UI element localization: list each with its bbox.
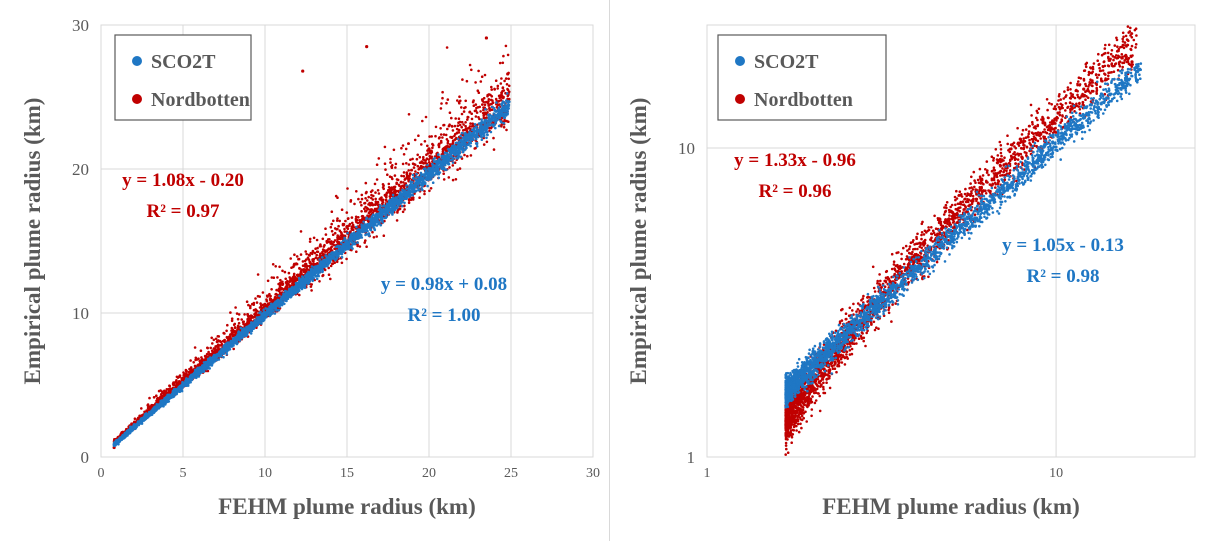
legend-label-sco2t: SCO2T (151, 51, 216, 73)
legend-marker-sco2t (735, 56, 745, 66)
data-point-sco2t (345, 242, 349, 246)
data-point-nordbotten (345, 225, 349, 229)
trendline-equation: y = 1.05x - 0.13 (1002, 235, 1124, 256)
data-point-nordbotten (785, 420, 790, 424)
legend-marker-sco2t (132, 56, 142, 66)
data-point-sco2t (785, 392, 790, 396)
y-tick-label: 30 (72, 16, 89, 35)
data-point-nordbotten (365, 45, 369, 49)
legend-marker-nordbotten (735, 94, 745, 104)
data-point-sco2t (1020, 171, 1024, 175)
data-point-sco2t (810, 365, 814, 369)
panel-divider (609, 0, 610, 541)
legend: SCO2T Nordbotten (717, 34, 887, 121)
x-tick-label: 10 (1049, 466, 1063, 481)
legend-label-nordbotten: Nordbotten (754, 89, 853, 111)
data-point-nordbotten (263, 302, 267, 306)
y-tick-label: 0 (81, 448, 90, 467)
r-squared-label: R² = 1.00 (408, 305, 481, 326)
data-point-nordbotten (810, 384, 814, 388)
data-point-nordbotten (427, 147, 431, 151)
y-axis-title: Empirical plume radius (km) (626, 98, 651, 385)
data-point-nordbotten (484, 36, 488, 40)
data-point-sco2t (112, 443, 116, 447)
data-point-sco2t (506, 104, 510, 108)
x-tick-label: 5 (180, 466, 187, 481)
x-axis-title: FEHM plume radius (km) (822, 494, 1079, 519)
legend-label-sco2t: SCO2T (754, 51, 819, 73)
x-tick-label: 15 (340, 466, 354, 481)
scatter-points (112, 36, 511, 450)
x-tick-label: 20 (422, 466, 436, 481)
data-point-nordbotten (506, 72, 510, 76)
data-point-nordbotten (1020, 156, 1024, 160)
y-axis-title: Empirical plume radius (km) (20, 98, 45, 385)
data-point-sco2t (1134, 79, 1139, 83)
data-point-sco2t (181, 383, 185, 387)
data-point-sco2t (132, 426, 136, 430)
trendline-equation: y = 0.98x + 0.08 (381, 274, 507, 295)
x-tick-label: 10 (258, 466, 272, 481)
x-tick-label: 0 (98, 466, 105, 481)
chart-linear: 0 5 10 15 20 25 30 0 10 20 30 FEHM plume radius (km… (20, 16, 600, 519)
data-point-sco2t (427, 172, 431, 176)
y-tick-label: 10 (72, 304, 89, 323)
data-point-sco2t (1082, 116, 1086, 120)
data-point-nordbotten (1130, 60, 1134, 64)
scatter-points (784, 25, 1143, 456)
y-tick-label: 20 (72, 160, 89, 179)
r-squared-label: R² = 0.98 (1027, 266, 1100, 287)
trendline-equation: y = 1.33x - 0.96 (734, 150, 856, 171)
legend: SCO2T Nordbotten (114, 34, 252, 121)
y-tick-label: 10 (678, 139, 695, 158)
x-axis-title: FEHM plume radius (km) (218, 494, 475, 519)
y-tick-label: 1 (687, 448, 696, 467)
legend-box (114, 34, 252, 121)
trendline-equation: y = 1.08x - 0.20 (122, 170, 244, 191)
x-tick-label: 25 (504, 466, 518, 481)
data-point-nordbotten (301, 69, 305, 73)
r-squared-label: R² = 0.96 (759, 181, 832, 202)
chart-log: 1 10 1 10 FEHM plume radius (km) Empirical pl… (626, 24, 1196, 519)
legend-marker-nordbotten (132, 94, 142, 104)
data-point-sco2t (871, 307, 876, 312)
data-point-nordbotten (1082, 87, 1086, 91)
data-point-sco2t (949, 236, 953, 240)
legend-box (717, 34, 887, 121)
data-point-sco2t (263, 313, 267, 317)
legend-label-nordbotten: Nordbotten (151, 89, 250, 111)
x-tick-label: 1 (704, 466, 711, 481)
x-tick-label: 30 (586, 466, 600, 481)
r-squared-label: R² = 0.97 (147, 201, 220, 222)
